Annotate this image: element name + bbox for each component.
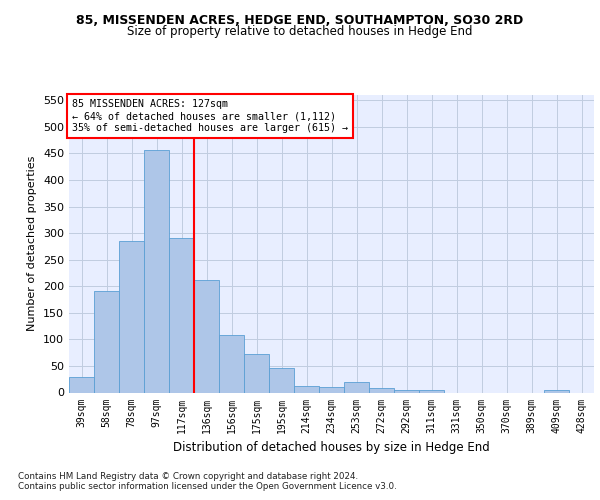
Bar [294,386,319,392]
Bar [69,377,94,392]
Bar [394,390,419,392]
Text: Contains public sector information licensed under the Open Government Licence v3: Contains public sector information licen… [18,482,397,491]
Bar [94,290,119,392]
X-axis label: Distribution of detached houses by size in Hedge End: Distribution of detached houses by size … [173,441,490,454]
Bar [544,390,569,392]
Y-axis label: Number of detached properties: Number of detached properties [28,156,37,332]
Text: Size of property relative to detached houses in Hedge End: Size of property relative to detached ho… [127,25,473,38]
Bar [144,150,169,392]
Bar [269,368,294,392]
Bar [244,354,269,393]
Bar [419,390,444,392]
Text: 85 MISSENDEN ACRES: 127sqm
← 64% of detached houses are smaller (1,112)
35% of s: 85 MISSENDEN ACRES: 127sqm ← 64% of deta… [71,100,347,132]
Bar [344,382,369,392]
Bar [169,238,194,392]
Text: 85, MISSENDEN ACRES, HEDGE END, SOUTHAMPTON, SO30 2RD: 85, MISSENDEN ACRES, HEDGE END, SOUTHAMP… [76,14,524,27]
Bar [119,240,144,392]
Bar [319,387,344,392]
Bar [369,388,394,392]
Bar [219,334,244,392]
Bar [194,280,219,392]
Text: Contains HM Land Registry data © Crown copyright and database right 2024.: Contains HM Land Registry data © Crown c… [18,472,358,481]
